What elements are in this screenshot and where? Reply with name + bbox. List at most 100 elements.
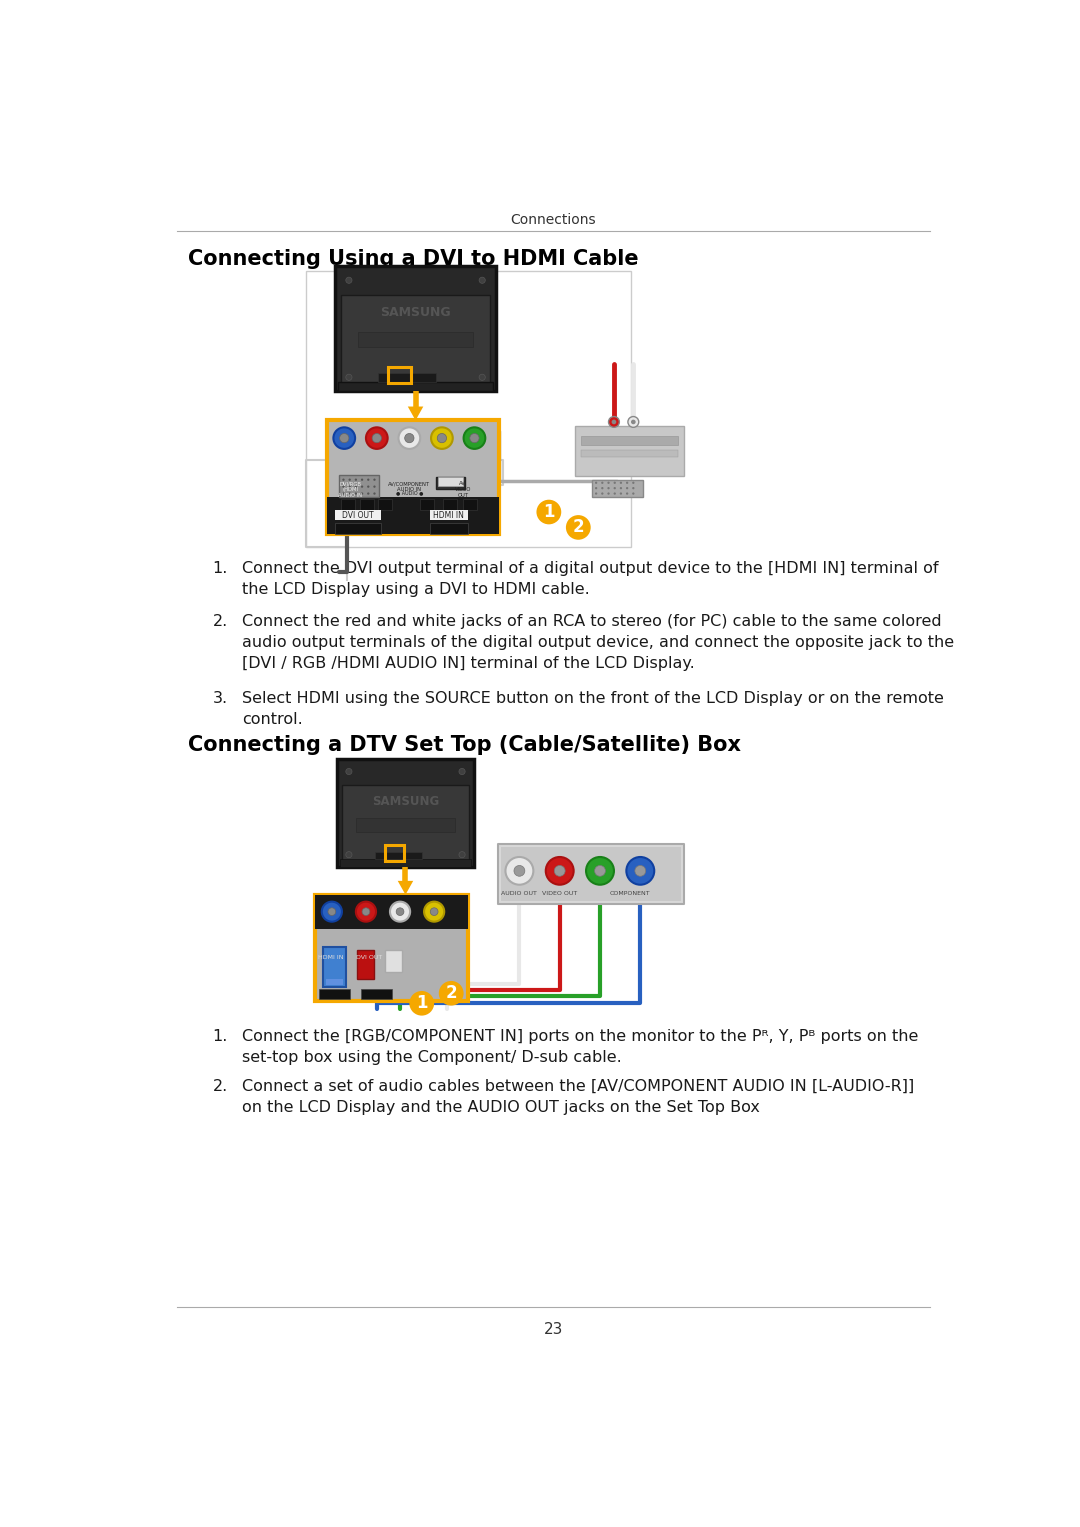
Circle shape: [459, 768, 465, 774]
Bar: [338, 382, 494, 391]
Bar: [430, 522, 469, 533]
Text: Connect the red and white jacks of an RCA to stereo (for PC) cable to the same c: Connect the red and white jacks of an RC…: [242, 614, 954, 672]
Bar: [463, 499, 476, 510]
Circle shape: [613, 487, 616, 489]
Circle shape: [349, 492, 351, 495]
Circle shape: [342, 486, 345, 487]
Circle shape: [374, 486, 376, 487]
Bar: [430, 510, 469, 519]
Circle shape: [537, 499, 562, 524]
Bar: [337, 759, 474, 867]
Circle shape: [374, 492, 376, 495]
Circle shape: [409, 991, 434, 1015]
Bar: [501, 847, 680, 901]
Bar: [498, 844, 684, 904]
Circle shape: [595, 866, 606, 876]
Bar: [378, 499, 392, 510]
Bar: [378, 373, 435, 382]
Circle shape: [399, 428, 420, 449]
Circle shape: [586, 857, 613, 884]
Circle shape: [367, 486, 369, 487]
Circle shape: [470, 434, 480, 443]
Circle shape: [607, 492, 610, 495]
Text: Select HDMI using the SOURCE button on the front of the LCD Display or on the re: Select HDMI using the SOURCE button on t…: [242, 692, 944, 727]
Text: Connect the [RGB/COMPONENT IN] ports on the monitor to the Pᴿ, Y, Pᴮ ports on th: Connect the [RGB/COMPONENT IN] ports on …: [242, 1029, 918, 1064]
Bar: [357, 950, 375, 979]
Text: 1.: 1.: [213, 560, 228, 576]
Circle shape: [632, 492, 634, 495]
Circle shape: [430, 909, 438, 916]
Circle shape: [514, 866, 525, 876]
Circle shape: [373, 434, 381, 443]
Circle shape: [328, 909, 336, 916]
Circle shape: [367, 478, 369, 481]
Text: AUDIO OUT: AUDIO OUT: [501, 890, 538, 896]
Text: Connect the DVI output terminal of a digital output device to the [HDMI IN] term: Connect the DVI output terminal of a dig…: [242, 560, 939, 597]
Bar: [420, 499, 434, 510]
Circle shape: [396, 909, 404, 916]
Circle shape: [346, 278, 352, 284]
Circle shape: [632, 487, 634, 489]
Bar: [335, 510, 381, 519]
Bar: [327, 420, 499, 533]
Text: SAMSUNG: SAMSUNG: [380, 305, 450, 319]
Bar: [375, 852, 422, 860]
Circle shape: [545, 857, 573, 884]
Bar: [323, 947, 346, 986]
Circle shape: [595, 481, 597, 484]
Bar: [335, 522, 381, 533]
Bar: [356, 818, 455, 832]
Bar: [581, 450, 677, 457]
Bar: [339, 475, 379, 496]
Circle shape: [356, 901, 376, 922]
Bar: [339, 860, 471, 867]
Text: Connect a set of audio cables between the [AV/COMPONENT AUDIO IN [L-AUDIO-R]]
on: Connect a set of audio cables between th…: [242, 1078, 914, 1115]
Circle shape: [354, 492, 357, 495]
Circle shape: [346, 374, 352, 380]
Circle shape: [459, 852, 465, 858]
Polygon shape: [397, 881, 414, 895]
Polygon shape: [408, 406, 423, 420]
Circle shape: [463, 428, 485, 449]
Circle shape: [626, 492, 629, 495]
Bar: [438, 476, 463, 486]
Bar: [359, 331, 473, 347]
Circle shape: [613, 492, 616, 495]
Circle shape: [607, 481, 610, 484]
Bar: [576, 426, 684, 476]
Text: 1.: 1.: [213, 1029, 228, 1043]
Circle shape: [322, 901, 342, 922]
Bar: [384, 846, 404, 861]
Circle shape: [608, 417, 619, 428]
Bar: [341, 295, 490, 385]
Bar: [388, 366, 410, 383]
Circle shape: [354, 478, 357, 481]
Text: DVI/RGB
(HDMI
AUDIO IN: DVI/RGB (HDMI AUDIO IN: [338, 481, 363, 498]
Circle shape: [480, 278, 485, 284]
Circle shape: [346, 768, 352, 774]
Circle shape: [339, 434, 349, 443]
Bar: [306, 270, 631, 547]
Text: SAMSUNG: SAMSUNG: [372, 796, 440, 808]
Circle shape: [635, 866, 646, 876]
Circle shape: [632, 481, 634, 484]
Circle shape: [349, 486, 351, 487]
Bar: [435, 476, 465, 489]
Text: DVI OUT: DVI OUT: [356, 956, 382, 960]
Text: 1: 1: [416, 994, 428, 1012]
Text: 2: 2: [572, 519, 584, 536]
Circle shape: [602, 492, 604, 495]
Bar: [327, 496, 499, 533]
Bar: [319, 989, 350, 999]
Circle shape: [346, 852, 352, 858]
Circle shape: [595, 492, 597, 495]
Circle shape: [627, 417, 638, 428]
Circle shape: [602, 487, 604, 489]
Bar: [341, 499, 355, 510]
Text: 3.: 3.: [213, 692, 228, 707]
Circle shape: [626, 487, 629, 489]
Bar: [592, 479, 643, 496]
Circle shape: [611, 420, 617, 425]
Text: VIDEO OUT: VIDEO OUT: [542, 890, 578, 896]
Text: HDMI IN: HDMI IN: [318, 956, 343, 960]
